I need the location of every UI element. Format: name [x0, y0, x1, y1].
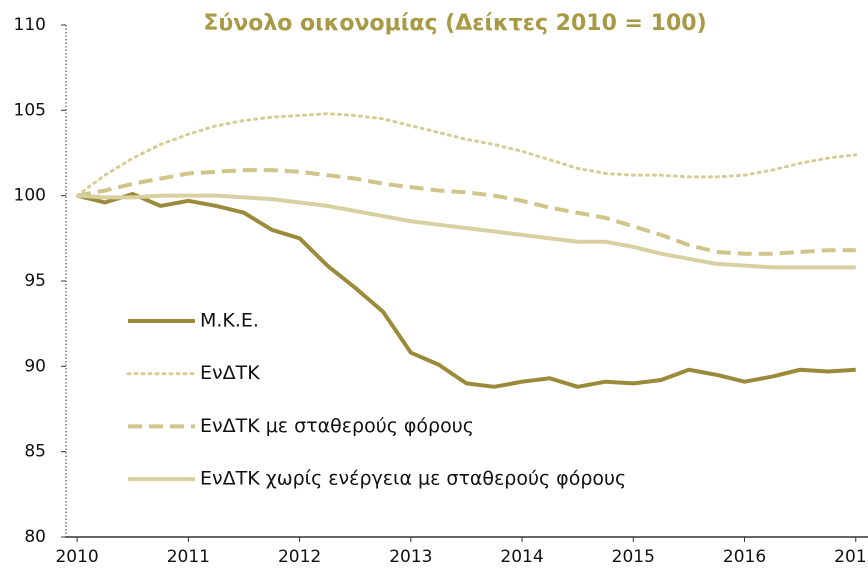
y-tick-label: 90	[24, 356, 46, 376]
legend-label: Μ.Κ.Ε.	[200, 310, 259, 332]
series-line	[75, 112, 858, 198]
y-tick-label: 105	[14, 100, 46, 120]
x-tick-label: 2017	[834, 547, 868, 567]
y-tick-label: 110	[14, 15, 46, 35]
legend-label: ΕνΔΤΚ χωρίς ενέργεια με σταθερούς φόρους	[200, 468, 626, 490]
x-tick-label: 2012	[278, 547, 321, 567]
x-tick-label: 2014	[500, 547, 543, 567]
x-tick-label: 2011	[167, 547, 210, 567]
x-tick-label: 2013	[389, 547, 432, 567]
x-tick-label: 2016	[723, 547, 766, 567]
series-line	[77, 193, 856, 270]
x-tick-label: 2015	[612, 547, 655, 567]
y-tick-label: 85	[24, 442, 46, 462]
chart-title: Σύνολο οικονομίας (Δείκτες 2010 = 100)	[203, 11, 706, 36]
legend-label: ΕνΔΤΚ	[200, 362, 260, 384]
series-line	[76, 191, 856, 389]
legend-label: ΕνΔΤΚ με σταθερούς φόρους	[200, 415, 474, 437]
y-tick-label: 100	[14, 186, 46, 206]
y-tick-label: 95	[24, 271, 46, 291]
series-line	[76, 168, 856, 256]
y-tick-label: 80	[24, 527, 46, 547]
x-tick-label: 2010	[55, 547, 98, 567]
